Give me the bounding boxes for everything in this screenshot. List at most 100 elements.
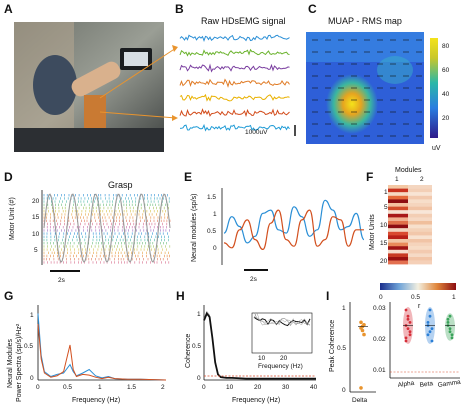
panel-g-xtick-0p5: 0.5 bbox=[63, 384, 72, 391]
panel-d-ytick-20: 20 bbox=[32, 198, 40, 205]
panel-f-colorbar bbox=[380, 283, 456, 290]
beta-point bbox=[428, 314, 432, 318]
rms-cbar-tick-80: 80 bbox=[442, 43, 450, 50]
heatmap-cell-module-2 bbox=[408, 239, 432, 243]
panel-c-label: C bbox=[308, 2, 317, 16]
heatmap-cell-module-1 bbox=[388, 195, 408, 200]
panel-i-left-ytick-1: 1 bbox=[342, 305, 346, 312]
panel-i-ylabel: Peak Coherence bbox=[329, 320, 336, 372]
panel-e-label: E bbox=[184, 170, 192, 184]
arrow-line-1 bbox=[99, 47, 177, 99]
panel-i-right-ytick-0p03: 0.03 bbox=[373, 305, 386, 312]
heatmap-cell-module-2 bbox=[408, 185, 432, 189]
inset-trace bbox=[253, 312, 311, 327]
panel-h-series bbox=[203, 310, 316, 380]
arrow-head-1 bbox=[172, 45, 178, 52]
panel-i-right-ytick-0p01: 0.01 bbox=[373, 367, 386, 374]
panel-e-ytick-0: 0 bbox=[213, 245, 217, 252]
panel-f-cbar-1: 1 bbox=[452, 294, 456, 301]
gamma-point bbox=[448, 330, 452, 334]
heatmap-cell-module-2 bbox=[408, 257, 432, 261]
heatmap-cell-module-1 bbox=[388, 249, 408, 254]
panel-g: G Neural Modules Power Spectra (sp/s)/Hz… bbox=[4, 289, 167, 404]
delta-point bbox=[362, 332, 366, 337]
heatmap-cell-module-1 bbox=[388, 235, 408, 240]
panel-g-xtick-1p5: 1.5 bbox=[127, 384, 136, 391]
arrow-line-2 bbox=[99, 111, 177, 119]
panel-i-left-ytick-0p5: 0.5 bbox=[337, 345, 346, 352]
panel-d-ytick-15: 15 bbox=[32, 214, 40, 221]
panel-e-ylabel: Neural modules (sp/s) bbox=[191, 194, 198, 262]
panel-h-inset-series bbox=[253, 311, 311, 327]
panel-i-right-points bbox=[403, 307, 455, 344]
panel-i-left-xtick-delta: Delta bbox=[352, 397, 368, 404]
panel-g-ylabel-1: Neural Modules bbox=[7, 338, 14, 388]
emg-trace-7 bbox=[179, 123, 290, 132]
heatmap-cell-module-1 bbox=[388, 217, 408, 222]
panel-i-left-points bbox=[358, 320, 368, 390]
panel-i-xtick-beta: Beta bbox=[419, 380, 434, 389]
panel-f-col-2: 2 bbox=[420, 176, 424, 183]
heatmap-cell-module-1 bbox=[388, 221, 408, 225]
panel-f-ytick-5: 5 bbox=[384, 204, 388, 211]
alpha-point bbox=[406, 317, 410, 321]
panel-h-ylabel: Coherence bbox=[185, 334, 192, 368]
heatmap-cell-module-1 bbox=[388, 210, 408, 214]
rms-cbar-unit: uV bbox=[432, 145, 441, 152]
panel-f-cbar-0: 0 bbox=[379, 294, 383, 301]
panel-i-right-ytick-0p02: 0.02 bbox=[373, 336, 386, 343]
photo-table bbox=[14, 128, 164, 152]
panel-f-heatmap bbox=[388, 185, 432, 265]
panel-h-xtick-30: 30 bbox=[282, 384, 290, 391]
module-2-line bbox=[223, 209, 364, 251]
panel-d-ylabel: Motor Unit (#) bbox=[9, 197, 16, 240]
panel-g-ytick-0: 0 bbox=[30, 375, 34, 382]
rms-hotspot bbox=[326, 74, 378, 134]
panel-f-ytick-1: 1 bbox=[384, 189, 388, 196]
emg-trace-2 bbox=[179, 48, 290, 57]
alpha-point bbox=[408, 333, 412, 337]
panel-h: H Coherence 1 0.5 0 0 10 20 30 40 Freque… bbox=[176, 289, 318, 404]
heatmap-cell-module-2 bbox=[408, 213, 432, 218]
beta-point bbox=[426, 333, 430, 337]
heatmap-cell-module-2 bbox=[408, 188, 432, 193]
heatmap-cell-module-2 bbox=[408, 203, 432, 207]
heatmap-cell-module-1 bbox=[388, 257, 408, 261]
panel-c: C MUAP - RMS map 80 60 40 20 uV bbox=[306, 2, 450, 152]
gamma-point bbox=[446, 317, 450, 321]
panel-d-ytick-5: 5 bbox=[34, 247, 38, 254]
panel-g-xtick-2: 2 bbox=[161, 384, 165, 391]
emg-trace-5 bbox=[179, 93, 290, 102]
gamma-point bbox=[450, 336, 454, 340]
heatmap-cell-module-1 bbox=[388, 192, 408, 196]
beta-point bbox=[430, 327, 434, 330]
panel-c-title: MUAP - RMS map bbox=[328, 16, 402, 26]
emg-scalebar-label: 1000uV bbox=[245, 129, 268, 136]
panel-f-cbar-0p5: 0.5 bbox=[411, 294, 420, 301]
alpha-point bbox=[404, 336, 408, 340]
heatmap-cell-module-2 bbox=[408, 246, 432, 250]
heatmap-cell-module-2 bbox=[408, 242, 432, 247]
rms-secondary bbox=[377, 56, 413, 84]
panel-f-col-1: 1 bbox=[395, 176, 399, 183]
panel-f-ytick-10: 10 bbox=[380, 222, 388, 229]
panel-h-xtick-10: 10 bbox=[226, 384, 234, 391]
rms-colorbar bbox=[430, 38, 438, 138]
delta-point bbox=[359, 386, 363, 390]
gamma-point bbox=[448, 314, 452, 318]
panel-i-left-ytick-0: 0 bbox=[342, 387, 346, 394]
heatmap-cell-module-2 bbox=[408, 235, 432, 240]
beta-point bbox=[430, 339, 434, 343]
photo-electrode-grid bbox=[84, 95, 106, 131]
emg-traces bbox=[179, 34, 290, 132]
panel-h-xtick-40: 40 bbox=[310, 384, 318, 391]
heatmap-cell-module-2 bbox=[408, 224, 432, 229]
heatmap-cell-module-2 bbox=[408, 231, 432, 236]
panel-f-title: Modules bbox=[395, 167, 422, 174]
arrow-head-2 bbox=[172, 115, 178, 121]
heatmap-cell-module-1 bbox=[388, 231, 408, 236]
panel-g-xtick-1: 1 bbox=[98, 384, 102, 391]
panel-d-title: Grasp bbox=[108, 180, 133, 190]
panel-e-series bbox=[223, 199, 365, 251]
panel-h-xtick-0: 0 bbox=[202, 384, 206, 391]
